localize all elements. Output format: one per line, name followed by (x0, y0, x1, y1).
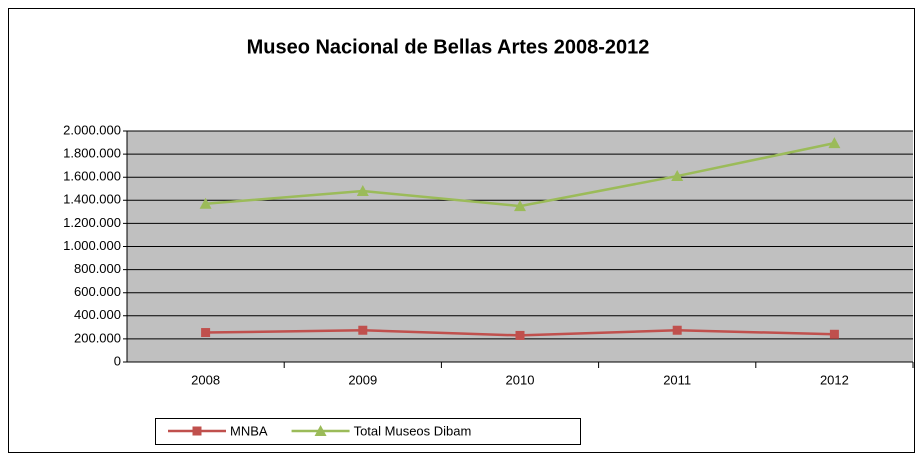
y-tick-label: 1.000.000 (63, 238, 121, 253)
data-point (514, 200, 526, 212)
legend-marker (192, 426, 202, 436)
y-tick-label: 400.000 (74, 307, 121, 322)
y-tick-label: 1.600.000 (63, 169, 121, 184)
y-tick-label: 2.000.000 (63, 122, 121, 137)
y-tick-label: 0 (114, 353, 121, 368)
data-point (199, 197, 212, 209)
y-tick-label: 1.200.000 (63, 215, 121, 230)
y-tick-label: 600.000 (74, 284, 121, 299)
legend-label: MNBA (230, 423, 268, 438)
data-point (201, 328, 211, 338)
x-tick-label: 2011 (663, 372, 691, 387)
x-tick-label: 2010 (506, 372, 535, 387)
x-tick-label: 2008 (191, 372, 220, 387)
data-point (829, 329, 839, 339)
x-tick-label: 2009 (348, 372, 377, 387)
y-tick-label: 1.400.000 (63, 192, 121, 207)
y-tick-label: 200.000 (74, 330, 121, 345)
y-tick-label: 800.000 (74, 261, 121, 276)
data-point (828, 137, 841, 149)
legend-marker (314, 425, 327, 436)
chart-title: Museo Nacional de Bellas Artes 2008-2012 (247, 36, 650, 58)
data-point (515, 330, 525, 340)
data-point (671, 170, 684, 182)
data-point (356, 185, 369, 197)
data-point (358, 325, 368, 335)
y-tick-label: 1.800.000 (63, 146, 121, 161)
legend-box (155, 418, 581, 445)
x-tick-label: 2012 (820, 372, 849, 387)
data-point (672, 325, 682, 335)
legend-label: Total Museos Dibam (354, 423, 472, 438)
